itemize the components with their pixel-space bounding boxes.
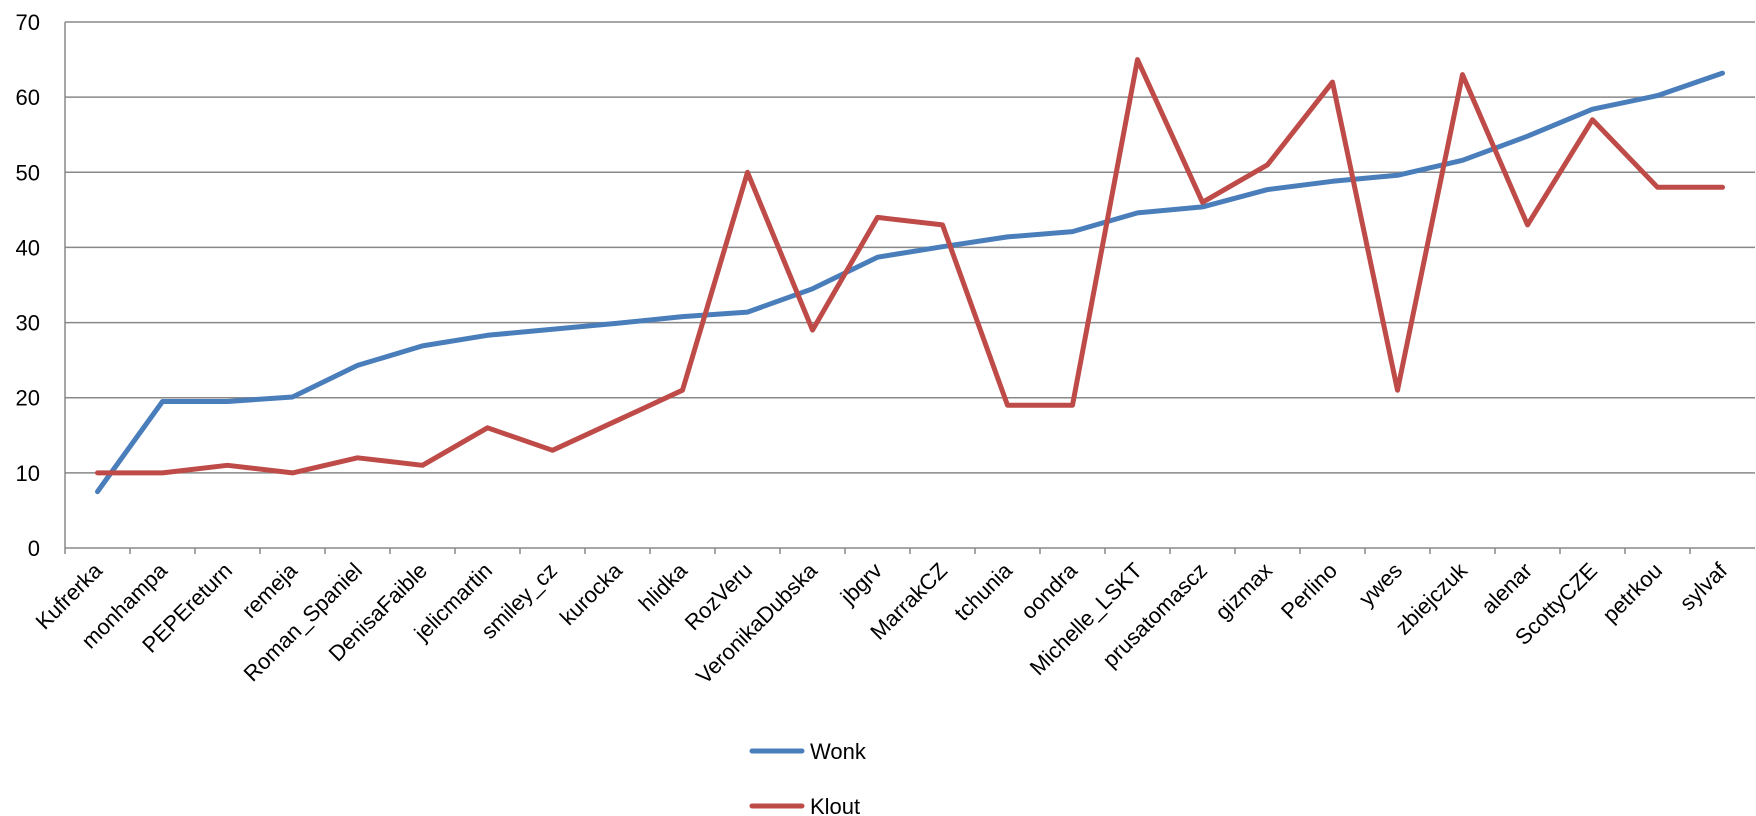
x-tick-label: Perlino (1276, 558, 1342, 624)
x-tick-label: hlidka (634, 557, 693, 616)
axes (64, 22, 1755, 554)
x-tick-label: tchunia (949, 557, 1017, 625)
x-tick-label: zbiejczuk (1390, 557, 1472, 639)
series-lines (95, 57, 1725, 495)
gridlines (65, 21, 1755, 474)
y-tick-label: 10 (16, 461, 40, 486)
y-axis-tick-labels: 0 10 20 30 40 50 60 70 (16, 10, 40, 561)
y-tick-label: 40 (16, 235, 40, 260)
x-tick-label: Michelle_LSKT (1025, 558, 1147, 680)
legend-label-wonk: Wonk (810, 739, 867, 764)
y-tick-label: 60 (16, 85, 40, 110)
x-tick-label: gizmax (1210, 558, 1277, 625)
x-tick-label: Roman_Spaniel (239, 558, 367, 686)
x-tick-label: sylvaf (1675, 557, 1733, 615)
x-tick-label: ywes (1354, 558, 1407, 611)
x-tick-label: petrkou (1597, 558, 1667, 628)
x-tick-label: alenar (1476, 558, 1537, 619)
y-tick-label: 20 (16, 386, 40, 411)
x-tick-label: jbgrv (835, 558, 887, 610)
x-tick-label: VeronikaDubska (691, 557, 823, 689)
series-line-klout (95, 57, 1725, 476)
y-tick-label: 50 (16, 160, 40, 185)
legend: Wonk Klout (749, 739, 867, 816)
y-tick-label: 30 (16, 311, 40, 336)
y-tick-label: 0 (28, 536, 40, 561)
y-tick-label: 70 (16, 10, 40, 35)
legend-label-klout: Klout (810, 794, 860, 816)
series-line-wonk (95, 70, 1725, 495)
x-tick-label: kurocka (555, 557, 628, 630)
